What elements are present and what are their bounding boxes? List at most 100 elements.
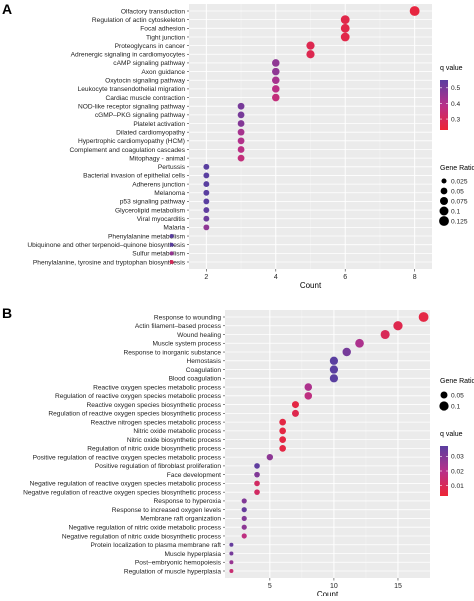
data-point xyxy=(203,189,210,196)
y-tick-label: Platelet activation xyxy=(133,121,185,128)
y-tick-label: Ubiquinone and other terpenoid–quinone b… xyxy=(27,242,185,249)
data-point xyxy=(279,445,286,452)
y-tick-label: cAMP signaling pathway xyxy=(113,60,185,67)
y-tick-label: Viral myocarditis xyxy=(137,216,186,223)
y-tick-label: Complement and coagulation cascades xyxy=(70,147,186,154)
size-legend-label: 0.05 xyxy=(451,392,464,399)
data-point xyxy=(203,215,210,222)
data-point xyxy=(203,198,210,205)
data-point xyxy=(237,102,245,110)
data-point xyxy=(306,41,315,50)
y-tick-label: Hemostasis xyxy=(187,358,222,365)
y-tick-label: Negative regulation of reactive oxygen s… xyxy=(23,489,222,496)
plot-background xyxy=(225,310,430,578)
data-point xyxy=(266,453,274,461)
y-tick-label: Leukocyte transendothelial migration xyxy=(78,86,186,93)
data-point xyxy=(229,542,234,547)
data-point xyxy=(418,312,429,322)
y-tick-label: Sulfur metabolism xyxy=(132,251,185,258)
data-point xyxy=(279,418,286,426)
y-tick-label: Negative regulation of nitric oxide meta… xyxy=(69,525,222,532)
y-tick-label: Glycerolipid metabolism xyxy=(115,207,185,214)
data-point xyxy=(169,251,174,256)
y-tick-label: Regulation of nitric oxide biosynthetic … xyxy=(87,446,221,453)
y-tick-label: Focal adhesion xyxy=(140,26,185,33)
data-point xyxy=(340,32,350,42)
data-point xyxy=(241,507,247,513)
y-tick-label: Cardiac muscle contraction xyxy=(105,95,185,102)
data-point xyxy=(241,533,247,539)
x-tick-label: 8 xyxy=(413,274,417,281)
y-tick-label: Protein localization to plasma membrane … xyxy=(91,542,222,549)
size-legend-label: 0.1 xyxy=(451,208,460,215)
y-tick-label: Reactive oxygen species biosynthetic pro… xyxy=(86,402,221,409)
data-point xyxy=(237,154,245,162)
data-point xyxy=(169,260,174,264)
y-tick-label: Pertussis xyxy=(158,164,186,171)
data-point xyxy=(306,50,315,59)
data-point xyxy=(355,338,364,348)
data-point xyxy=(393,321,403,331)
data-point xyxy=(237,111,245,119)
y-tick-label: Regulation of actin cytoskeleton xyxy=(92,17,185,24)
data-point xyxy=(254,463,260,469)
y-tick-label: Malaria xyxy=(163,225,185,232)
y-tick-label: NOD-like receptor signaling pathway xyxy=(78,104,186,111)
y-tick-label: Reactive oxygen species metabolic proces… xyxy=(93,384,222,391)
data-point xyxy=(203,181,210,188)
y-tick-label: Adrenergic signaling in cardiomyocytes xyxy=(71,52,186,59)
data-point xyxy=(237,120,245,127)
y-tick-label: Membrane raft organization xyxy=(140,516,221,523)
data-point xyxy=(272,85,280,93)
data-point xyxy=(279,436,286,443)
y-tick-label: Phenylalanine, tyrosine and tryptophan b… xyxy=(33,259,186,266)
data-point xyxy=(272,76,280,85)
color-legend-label: 0.3 xyxy=(451,116,460,123)
data-point xyxy=(203,207,210,213)
data-point xyxy=(291,401,299,409)
y-tick-label: Proteoglycans in cancer xyxy=(115,43,186,50)
y-tick-label: Blood coagulation xyxy=(169,376,222,383)
size-legend-dot xyxy=(439,206,449,216)
y-tick-label: Olfactory transduction xyxy=(121,8,185,15)
x-tick-label: 15 xyxy=(394,583,402,590)
data-point xyxy=(340,15,350,25)
color-legend-bar xyxy=(440,446,448,496)
color-legend-bar xyxy=(440,80,448,130)
y-tick-label: Response to inorganic substance xyxy=(123,349,221,356)
color-legend-label: 0.4 xyxy=(451,101,460,108)
x-tick-label: 6 xyxy=(343,274,347,281)
y-tick-label: Tight junction xyxy=(146,34,185,41)
y-tick-label: Nitric oxide metabolic process xyxy=(133,428,221,435)
y-tick-label: Bacterial invasion of epithelial cells xyxy=(83,173,186,180)
y-tick-label: Dilated cardiomyopathy xyxy=(116,129,186,136)
y-tick-label: Reactive nitrogen species metabolic proc… xyxy=(91,419,222,426)
data-point xyxy=(237,128,245,136)
data-point xyxy=(254,489,260,495)
y-tick-label: Axon guidance xyxy=(141,69,185,76)
y-tick-label: Phenylalanine metabolism xyxy=(108,233,185,240)
y-tick-label: Regulation of reactive oxygen species bi… xyxy=(48,411,221,418)
color-legend-label: 0.02 xyxy=(451,468,464,475)
y-tick-label: cGMP–PKG signaling pathway xyxy=(95,112,186,119)
size-legend-dot xyxy=(439,401,449,411)
size-legend-dot xyxy=(440,197,448,205)
y-tick-label: Coagulation xyxy=(186,367,222,374)
data-point xyxy=(380,329,390,340)
data-point xyxy=(241,515,247,522)
x-axis-title: Count xyxy=(300,281,322,290)
data-point xyxy=(272,59,280,67)
size-legend-label: 0.05 xyxy=(451,188,464,195)
size-legend-label: 0.075 xyxy=(451,198,468,205)
panel-a: A Olfactory transduction Regulation of act… xyxy=(2,1,474,290)
data-point xyxy=(241,524,247,530)
y-tick-label: Mitophagy - animal xyxy=(129,155,185,162)
data-point xyxy=(340,23,350,33)
data-point xyxy=(254,480,260,487)
data-point xyxy=(169,242,174,247)
y-tick-label: Nitric oxide biosynthetic process xyxy=(127,437,222,444)
y-tick-label: Positive regulation of fibroblast prolif… xyxy=(95,463,221,470)
y-tick-label: Muscle hyperplasia xyxy=(165,551,222,558)
data-point xyxy=(237,146,245,153)
